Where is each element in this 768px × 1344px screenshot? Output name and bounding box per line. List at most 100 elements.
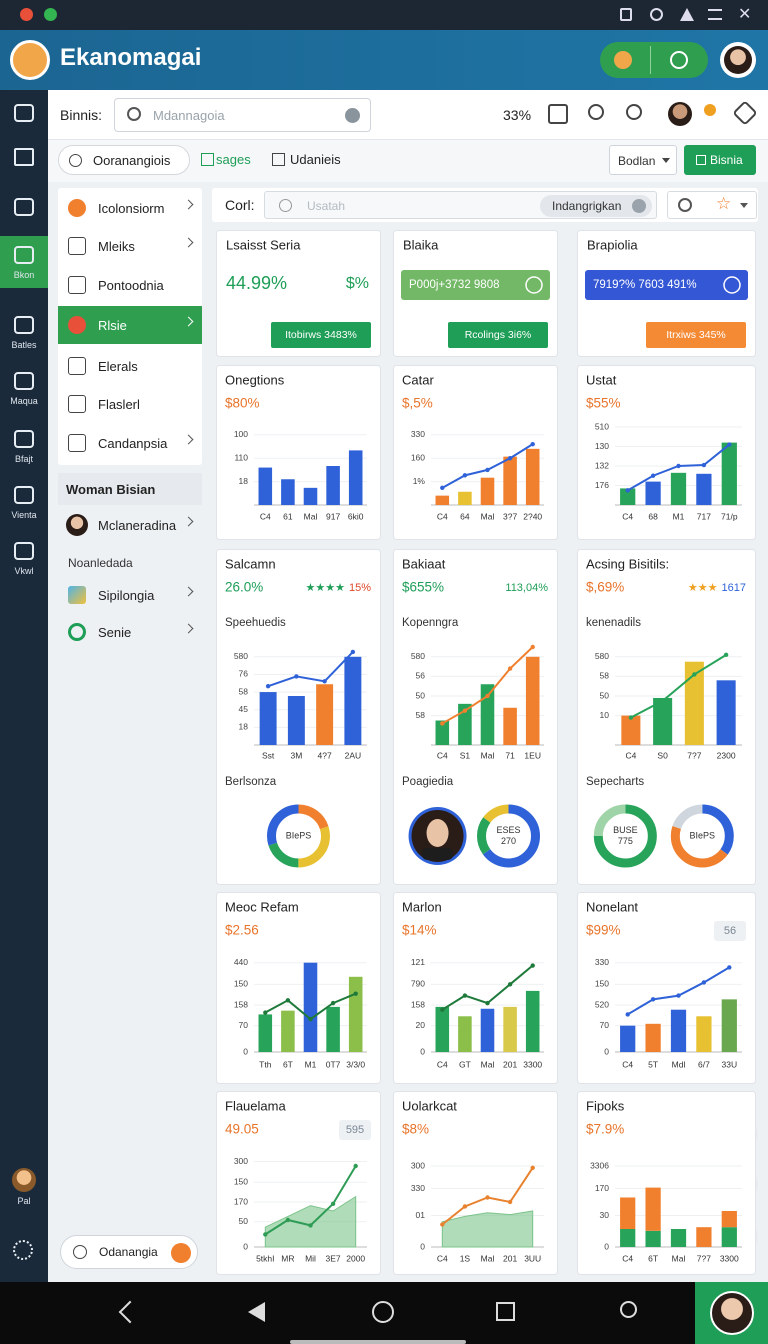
kpi-button[interactable] [448, 322, 548, 348]
y-tick-label: 45 [239, 704, 249, 714]
rail-icon[interactable] [14, 316, 34, 334]
rail-icon[interactable] [14, 542, 34, 560]
button-label: Bisnia [710, 153, 743, 167]
chart-card: Bakiaat $655% 113,04% Kopenngra 58 50 56 580 C4 S… [393, 549, 558, 885]
user-avatar[interactable] [720, 42, 756, 78]
header-actions[interactable] [600, 42, 708, 78]
chart-card: Nonelant $99% 56 0 70 520 150 330 C4 5T Mdl 6/7 33U [577, 892, 756, 1084]
chevron [183, 586, 194, 597]
rail-icon[interactable] [14, 104, 34, 122]
footer-label: Odanangia [99, 1245, 158, 1259]
card-subtitle: Kopenngra [402, 617, 459, 629]
footer-pill[interactable]: Odanangia [60, 1235, 198, 1269]
filter-buttons[interactable]: ☆ [667, 191, 757, 219]
x-tick-label: S1 [460, 750, 471, 760]
bar [721, 442, 737, 505]
kpi-button-label: Rcolings 3i6% [465, 329, 532, 341]
nav-item[interactable]: Icolonsiorm [58, 189, 202, 227]
y-tick-label: 3306 [590, 1160, 609, 1170]
donut-label: 270 [501, 836, 516, 846]
toolbar-label: Binnis: [60, 107, 103, 123]
card-title: Onegtions [225, 372, 285, 387]
tab-pill[interactable]: Ooranangiois [58, 145, 190, 175]
dropdown[interactable]: Bodlan [609, 145, 677, 175]
search[interactable] [620, 1301, 637, 1318]
search-icon[interactable] [626, 104, 642, 120]
bar [281, 479, 295, 505]
x-tick-label: 64 [460, 511, 470, 521]
bar [303, 487, 318, 505]
bar [435, 1006, 450, 1052]
card-title: Bakiaat [402, 556, 446, 571]
donut-segment [267, 804, 330, 868]
line-point [650, 997, 656, 1002]
x-tick-label: Mal [672, 1253, 686, 1263]
bar [503, 707, 517, 745]
bar [503, 1006, 517, 1052]
y-tick-label: 100 [234, 429, 248, 439]
nav-item[interactable]: Pontoodnia [58, 266, 202, 304]
avatar[interactable] [668, 102, 692, 126]
line-point [530, 644, 535, 650]
bar [645, 1023, 661, 1052]
nav-item-active[interactable]: Rlsie [58, 306, 202, 344]
line-point [723, 652, 729, 658]
card-title: Meoc Refam [225, 899, 299, 914]
rail-icon[interactable] [14, 486, 34, 504]
icon-button[interactable] [588, 104, 604, 120]
rail-icon[interactable] [14, 148, 34, 166]
icon-button[interactable] [548, 104, 568, 124]
donut-title: Berlsonza [225, 776, 277, 788]
nav-item[interactable]: Senie [58, 613, 202, 651]
nav-item[interactable]: Sipilongia [58, 576, 202, 614]
line-point [462, 473, 468, 478]
kpi-button[interactable] [271, 322, 371, 348]
logo [10, 40, 50, 80]
badge-bg [714, 921, 746, 941]
kpi-button[interactable] [646, 322, 746, 348]
checkbox[interactable] [201, 153, 214, 166]
nav-item[interactable]: Elerals [58, 347, 202, 385]
nav-item[interactable]: Flaslerl [58, 385, 202, 423]
primary-button[interactable]: Bisnia [684, 145, 756, 175]
line-point [660, 698, 665, 704]
donut-label: 775 [618, 836, 633, 846]
home[interactable] [372, 1301, 394, 1323]
settings-icon[interactable] [13, 1240, 33, 1260]
rail-icon[interactable] [14, 246, 34, 264]
side-rail: Bkon Batles Maqua Bfajt Vienta Vkwl Pal [0, 90, 48, 1282]
nav-item[interactable]: Mclaneradina [58, 506, 202, 544]
card-value: $2.56 [225, 923, 259, 938]
back[interactable] [118, 1300, 142, 1324]
nav-item[interactable]: Candanpsia [58, 424, 202, 462]
card-badge: 15% [349, 582, 371, 594]
rail-icon[interactable] [14, 372, 34, 390]
kpi-card: Blaika P000j+3732 9808 Rcolings 3i6% [393, 230, 558, 357]
nav-item[interactable]: Mleiks [58, 227, 202, 265]
rail-icon[interactable] [14, 430, 34, 448]
rail-icon[interactable] [14, 198, 34, 216]
chart-card: Catar $,5% 1% 160 330 C4 64 Mal 3?7 2?40 [393, 365, 558, 540]
filter-search[interactable]: Usatah Indangrigkan [264, 191, 657, 219]
filter-tag[interactable]: Indangrigkan [540, 195, 652, 217]
checkbox[interactable] [272, 153, 285, 166]
line-point [485, 693, 490, 699]
nav-back[interactable] [248, 1302, 265, 1322]
line-point [676, 463, 681, 469]
icon-button[interactable] [732, 100, 758, 126]
rail-avatar[interactable] [12, 1168, 36, 1192]
tab-row: Ooranangiois sages Udanieis Bodlan Bisni… [48, 140, 768, 182]
y-tick-label: 170 [234, 1196, 248, 1206]
x-tick-label: Mal [481, 1253, 495, 1263]
line-point [485, 1195, 490, 1200]
line-point [263, 1232, 268, 1237]
nav-label: Rlsie [98, 317, 127, 333]
rail-label: Vienta [11, 510, 37, 520]
profile-tile[interactable] [695, 1282, 768, 1344]
recents[interactable] [496, 1302, 515, 1321]
search-box[interactable]: Mdannagoia [114, 98, 371, 132]
card-title: Catar [402, 372, 434, 387]
x-tick-label: 71/p [721, 511, 738, 521]
tab-label: Ooranangiois [93, 153, 171, 168]
app-header: Ekanomagai [0, 30, 768, 90]
